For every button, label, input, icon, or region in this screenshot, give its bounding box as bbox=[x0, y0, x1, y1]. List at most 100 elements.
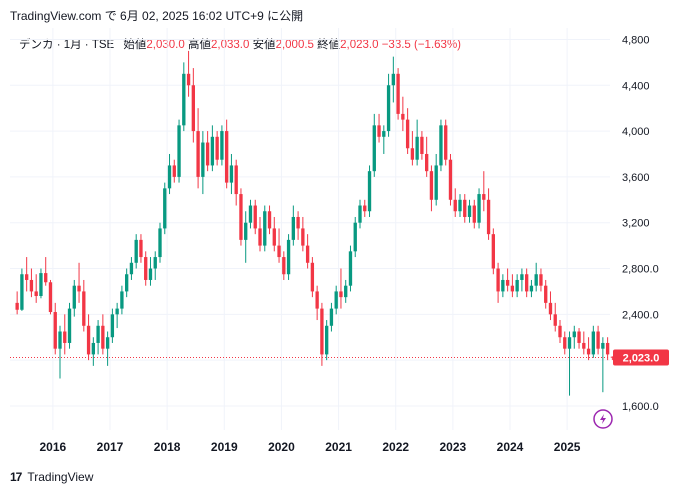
candle-body[interactable] bbox=[439, 125, 443, 166]
candle-body[interactable] bbox=[144, 257, 148, 280]
candle-body[interactable] bbox=[610, 356, 615, 358]
candle-body[interactable] bbox=[205, 142, 210, 166]
candle-body[interactable] bbox=[601, 342, 605, 349]
candle-body[interactable] bbox=[215, 136, 219, 160]
candle-body[interactable] bbox=[91, 342, 95, 355]
candle-body[interactable] bbox=[301, 228, 305, 246]
candle-body[interactable] bbox=[129, 262, 134, 275]
candle-body[interactable] bbox=[444, 125, 448, 160]
candle-body[interactable] bbox=[463, 199, 467, 217]
candle-body[interactable] bbox=[448, 159, 453, 200]
candle-body[interactable] bbox=[282, 257, 286, 275]
candle-body[interactable] bbox=[105, 337, 110, 349]
candle-body[interactable] bbox=[148, 268, 153, 280]
tradingview-logo[interactable]: 17 TradingView bbox=[10, 470, 93, 484]
candle-body[interactable] bbox=[563, 337, 567, 349]
candle-body[interactable] bbox=[401, 113, 405, 120]
candle-body[interactable] bbox=[334, 291, 338, 309]
candle-body[interactable] bbox=[353, 222, 357, 252]
candle-body[interactable] bbox=[344, 285, 348, 298]
candle-body[interactable] bbox=[244, 222, 248, 240]
candle-body[interactable] bbox=[210, 136, 215, 166]
candle-body[interactable] bbox=[239, 194, 243, 240]
candle-body[interactable] bbox=[101, 325, 105, 349]
candle-body[interactable] bbox=[272, 228, 276, 246]
candle-body[interactable] bbox=[229, 165, 234, 183]
candle-body[interactable] bbox=[605, 342, 610, 355]
candle-body[interactable] bbox=[134, 239, 138, 263]
candle-body[interactable] bbox=[525, 274, 529, 292]
candle-body[interactable] bbox=[44, 273, 48, 283]
candle-body[interactable] bbox=[253, 205, 257, 229]
candle-body[interactable] bbox=[82, 291, 86, 326]
candle-body[interactable] bbox=[177, 125, 181, 177]
candle-body[interactable] bbox=[410, 148, 415, 160]
candle-body[interactable] bbox=[34, 291, 38, 296]
candle-body[interactable] bbox=[267, 211, 272, 229]
candle-body[interactable] bbox=[58, 331, 62, 349]
candle-body[interactable] bbox=[163, 188, 167, 229]
candle-body[interactable] bbox=[291, 216, 295, 240]
candle-body[interactable] bbox=[220, 131, 224, 160]
candle-body[interactable] bbox=[29, 279, 34, 292]
candle-body[interactable] bbox=[577, 331, 581, 343]
candle-body[interactable] bbox=[496, 268, 500, 292]
candle-body[interactable] bbox=[558, 325, 562, 338]
candle-body[interactable] bbox=[572, 331, 576, 338]
candle-body[interactable] bbox=[153, 257, 157, 269]
candle-body[interactable] bbox=[482, 194, 486, 200]
candle-body[interactable] bbox=[110, 314, 115, 338]
candle-body[interactable] bbox=[329, 308, 334, 326]
candle-body[interactable] bbox=[429, 171, 434, 200]
candle-body[interactable] bbox=[539, 274, 543, 286]
candle-body[interactable] bbox=[305, 245, 310, 263]
candle-body[interactable] bbox=[186, 73, 191, 86]
candle-body[interactable] bbox=[358, 205, 362, 223]
candle-body[interactable] bbox=[39, 273, 43, 296]
candle-body[interactable] bbox=[296, 216, 300, 229]
candle-body[interactable] bbox=[510, 285, 515, 292]
candle-body[interactable] bbox=[367, 171, 372, 212]
candle-body[interactable] bbox=[586, 348, 591, 355]
candle-body[interactable] bbox=[363, 205, 367, 212]
candle-body[interactable] bbox=[391, 73, 395, 86]
candle-body[interactable] bbox=[386, 85, 391, 132]
candle-body[interactable] bbox=[25, 274, 29, 280]
candle-body[interactable] bbox=[158, 228, 162, 258]
candle-body[interactable] bbox=[425, 153, 429, 172]
candle-body[interactable] bbox=[505, 279, 510, 286]
candle-body[interactable] bbox=[234, 165, 238, 195]
candle-body[interactable] bbox=[15, 302, 19, 310]
candle-body[interactable] bbox=[258, 228, 262, 246]
candle-body[interactable] bbox=[458, 199, 462, 212]
candle-body[interactable] bbox=[339, 291, 343, 298]
candle-body[interactable] bbox=[53, 312, 57, 349]
candle-body[interactable] bbox=[191, 85, 195, 132]
candle-body[interactable] bbox=[201, 142, 205, 177]
candle-body[interactable] bbox=[405, 119, 410, 149]
candle-body[interactable] bbox=[544, 285, 548, 303]
candle-body[interactable] bbox=[67, 308, 72, 343]
candle-body[interactable] bbox=[20, 274, 24, 310]
candle-body[interactable] bbox=[172, 165, 176, 177]
candle-body[interactable] bbox=[529, 285, 534, 292]
candle-body[interactable] bbox=[315, 291, 319, 309]
candle-body[interactable] bbox=[396, 73, 400, 114]
candle-body[interactable] bbox=[277, 245, 281, 258]
candle-body[interactable] bbox=[596, 331, 600, 349]
candle-body[interactable] bbox=[491, 234, 495, 269]
candle-body[interactable] bbox=[467, 205, 472, 217]
candle-body[interactable] bbox=[372, 125, 376, 172]
candle-body[interactable] bbox=[472, 205, 476, 223]
candle-body[interactable] bbox=[420, 136, 424, 154]
candle-body[interactable] bbox=[377, 125, 381, 137]
candle-body[interactable] bbox=[225, 131, 229, 183]
candle-body[interactable] bbox=[48, 282, 53, 313]
candle-body[interactable] bbox=[553, 314, 557, 326]
candle-body[interactable] bbox=[434, 165, 438, 200]
candle-body[interactable] bbox=[182, 73, 186, 126]
candle-body[interactable] bbox=[286, 239, 291, 275]
candle-body[interactable] bbox=[115, 308, 119, 315]
candle-body[interactable] bbox=[582, 342, 586, 349]
candle-body[interactable] bbox=[120, 291, 124, 309]
